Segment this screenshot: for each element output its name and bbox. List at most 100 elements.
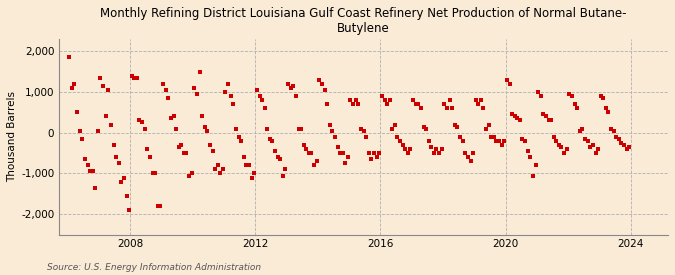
Point — [228, 102, 239, 106]
Point — [95, 75, 106, 80]
Point — [317, 82, 327, 86]
Point — [217, 167, 228, 172]
Point — [225, 94, 236, 98]
Point — [415, 106, 426, 111]
Point — [528, 173, 539, 178]
Point — [338, 151, 348, 155]
Point — [168, 114, 179, 119]
Point — [319, 88, 330, 92]
Point — [583, 139, 593, 143]
Point — [332, 145, 343, 149]
Point — [618, 143, 629, 147]
Point — [587, 143, 598, 147]
Point — [548, 134, 559, 139]
Point — [288, 84, 298, 88]
Point — [238, 155, 249, 159]
Point — [400, 147, 410, 151]
Point — [340, 161, 351, 166]
Point — [72, 110, 82, 114]
Point — [142, 147, 153, 151]
Point — [601, 106, 612, 111]
Point — [207, 149, 218, 153]
Point — [277, 173, 288, 178]
Point — [366, 157, 377, 161]
Point — [254, 94, 265, 98]
Point — [418, 124, 429, 129]
Point — [106, 122, 117, 127]
Point — [447, 106, 458, 111]
Point — [491, 139, 502, 143]
Point — [108, 143, 119, 147]
Point — [434, 151, 445, 155]
Point — [155, 204, 166, 208]
Point — [468, 151, 479, 155]
Point — [63, 55, 74, 59]
Point — [483, 122, 494, 127]
Point — [577, 126, 588, 131]
Point — [249, 171, 260, 176]
Point — [398, 143, 408, 147]
Point — [77, 137, 88, 141]
Point — [236, 139, 246, 143]
Point — [223, 82, 234, 86]
Point — [512, 116, 523, 121]
Point — [67, 86, 78, 90]
Point — [543, 118, 554, 123]
Point — [564, 92, 574, 96]
Point — [533, 90, 543, 94]
Point — [436, 147, 447, 151]
Point — [360, 134, 371, 139]
Point — [122, 194, 132, 198]
Point — [614, 137, 624, 141]
Point — [256, 98, 267, 102]
Point — [514, 118, 525, 123]
Point — [280, 167, 291, 172]
Point — [126, 73, 137, 78]
Point — [356, 126, 367, 131]
Point — [82, 163, 93, 167]
Point — [301, 147, 312, 151]
Point — [423, 139, 434, 143]
Point — [353, 102, 364, 106]
Point — [524, 155, 535, 159]
Point — [116, 179, 127, 184]
Y-axis label: Thousand Barrels: Thousand Barrels — [7, 91, 17, 182]
Point — [381, 102, 392, 106]
Point — [74, 128, 85, 133]
Point — [387, 126, 398, 131]
Point — [454, 134, 465, 139]
Point — [475, 98, 486, 102]
Point — [504, 82, 515, 86]
Point — [309, 163, 320, 167]
Point — [298, 143, 309, 147]
Point — [87, 169, 98, 174]
Point — [478, 106, 489, 111]
Point — [293, 126, 304, 131]
Point — [364, 151, 375, 155]
Point — [421, 126, 431, 131]
Point — [441, 106, 452, 111]
Point — [569, 102, 580, 106]
Point — [493, 139, 504, 143]
Point — [137, 120, 148, 125]
Point — [426, 145, 437, 149]
Point — [431, 147, 442, 151]
Point — [205, 143, 215, 147]
Point — [580, 137, 591, 141]
Point — [199, 124, 210, 129]
Point — [622, 147, 632, 151]
Point — [585, 145, 595, 149]
Point — [101, 114, 111, 119]
Point — [374, 151, 385, 155]
Point — [272, 155, 283, 159]
Point — [413, 102, 424, 106]
Point — [502, 78, 512, 82]
Point — [486, 134, 497, 139]
Point — [129, 75, 140, 80]
Point — [384, 98, 395, 102]
Point — [559, 151, 570, 155]
Point — [84, 169, 95, 174]
Title: Monthly Refining District Louisiana Gulf Coast Refinery Net Production of Normal: Monthly Refining District Louisiana Gulf… — [100, 7, 626, 35]
Point — [429, 151, 439, 155]
Point — [462, 155, 473, 159]
